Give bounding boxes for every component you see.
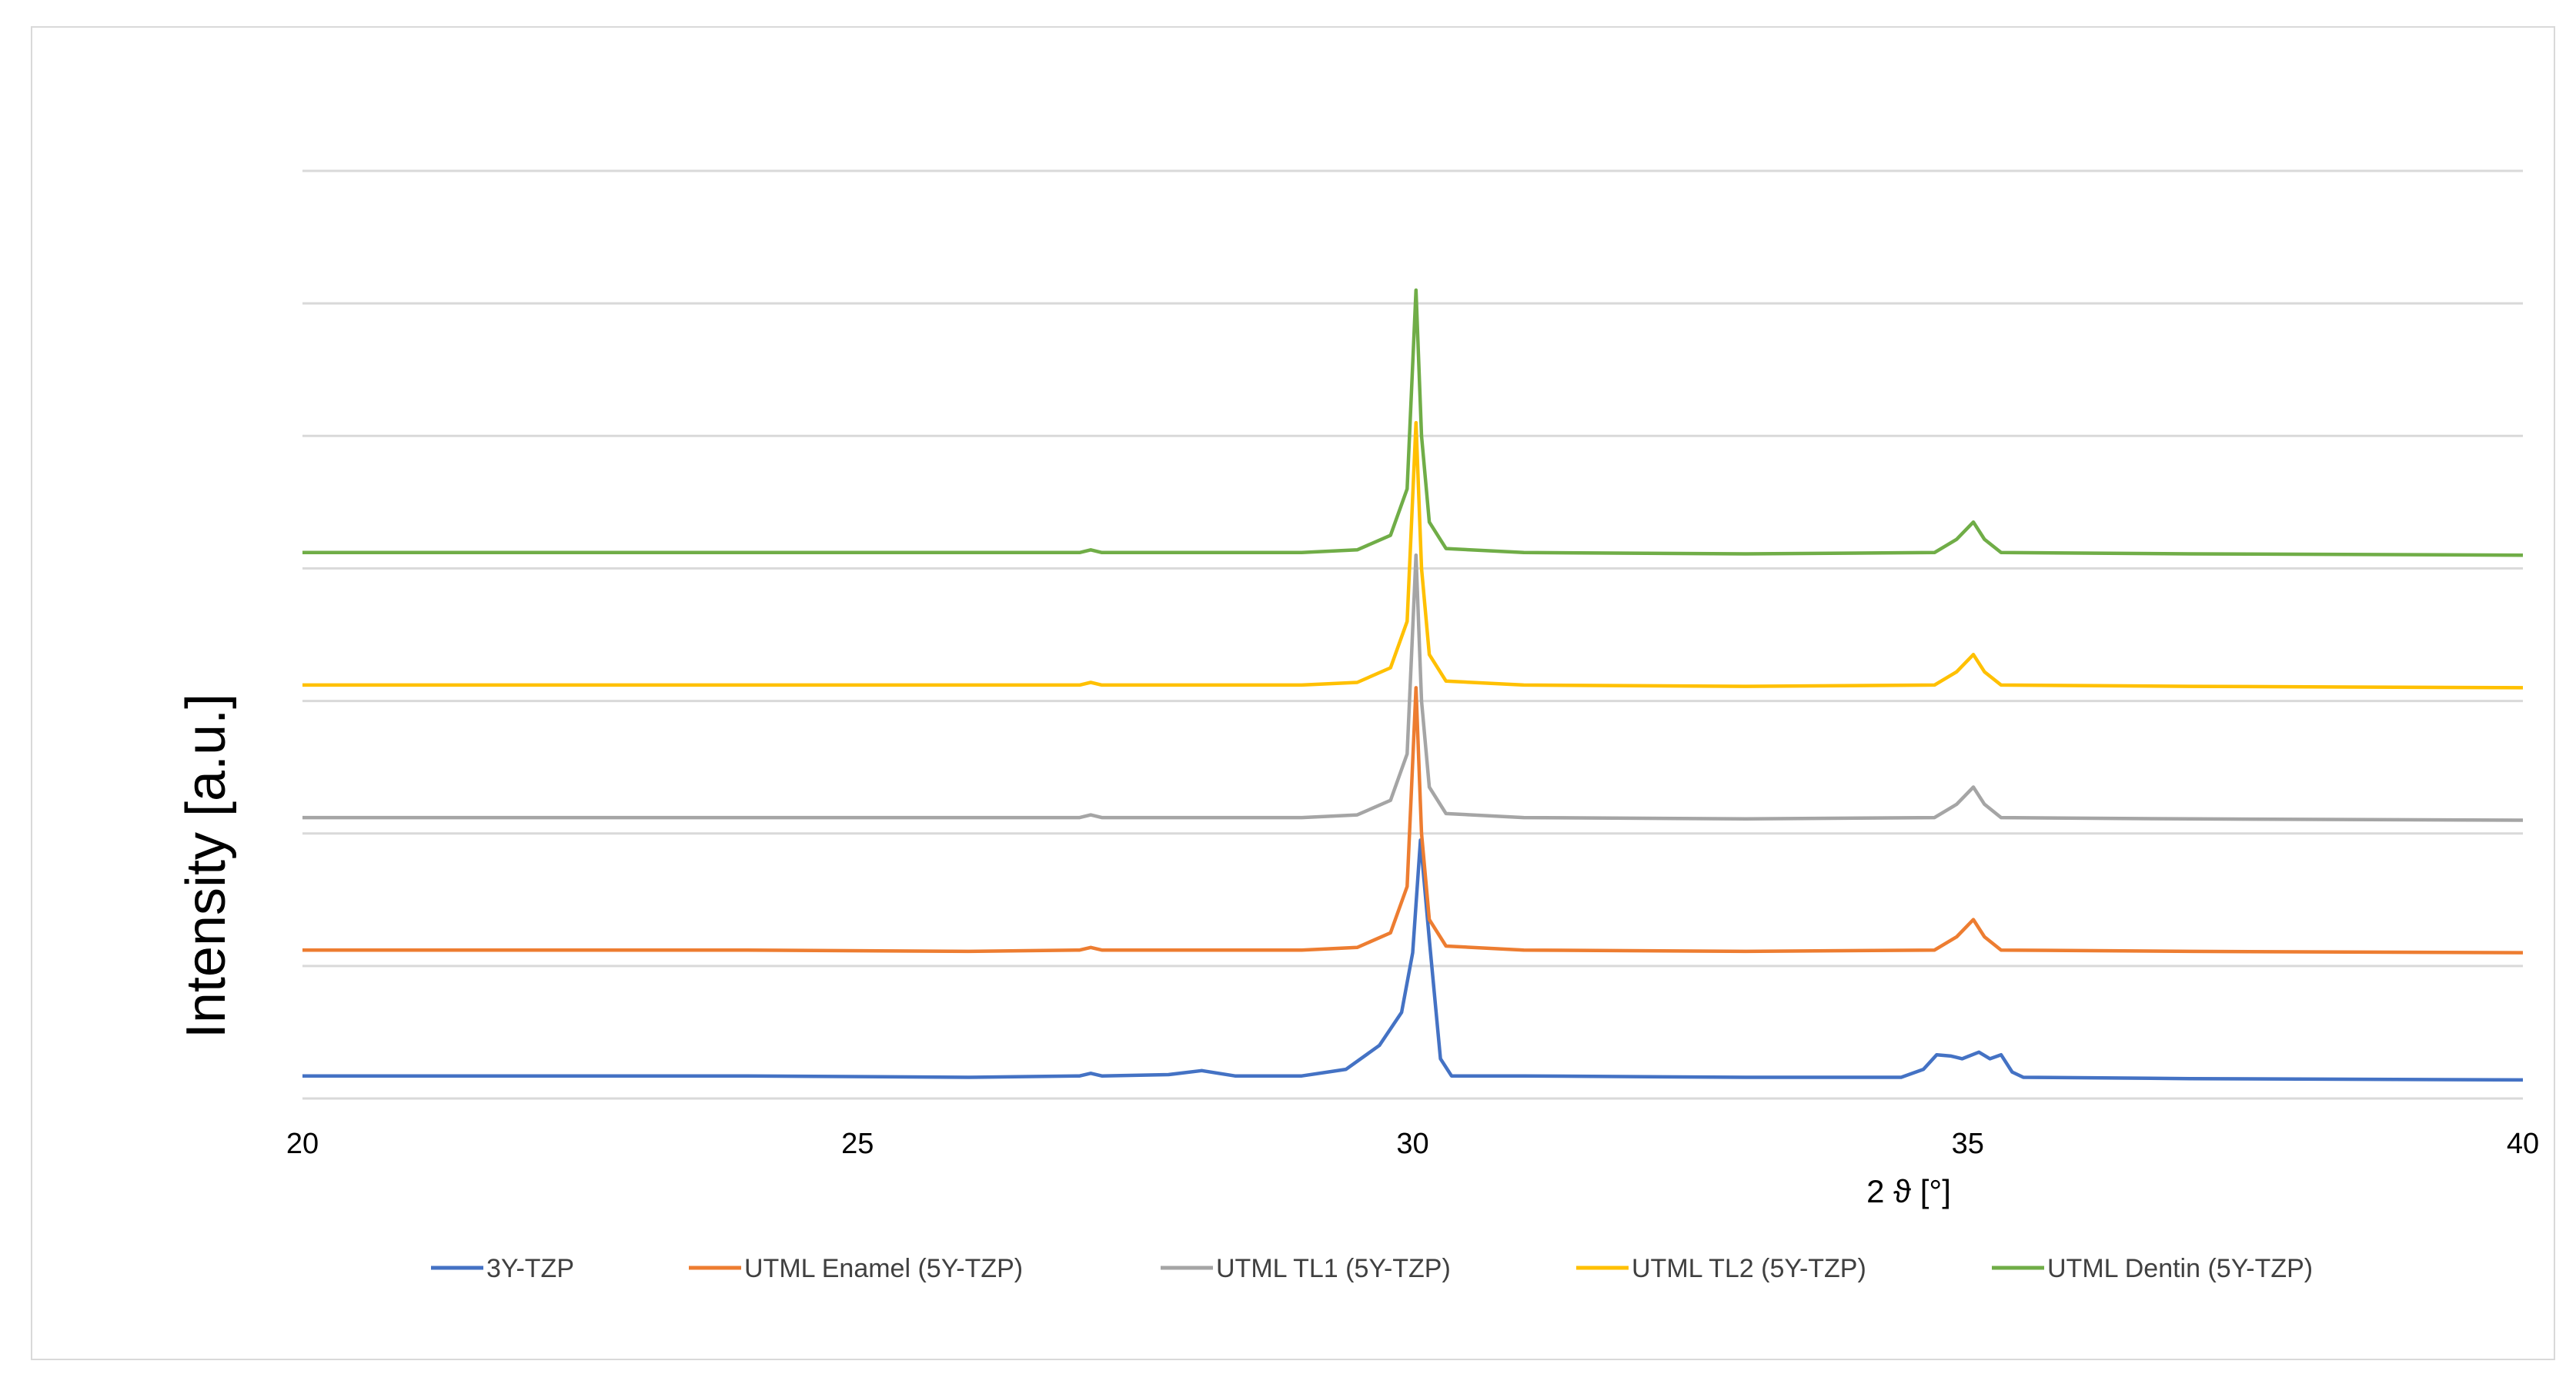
series-line-1 [302, 686, 2524, 955]
legend: 3Y-TZP UTML Enamel (5Y-TZP) UTML TL1 (5Y-T… [431, 1254, 2313, 1283]
chart-frame [31, 26, 2555, 1360]
x-axis-title: 2 ϑ [°] [1866, 1173, 1951, 1209]
legend-label: UTML Dentin (5Y-TZP) [2047, 1254, 2313, 1283]
x-tick-label: 25 [841, 1128, 874, 1160]
series-line-2 [302, 553, 2524, 822]
y-axis-title: Intensity [a.u.] [175, 694, 237, 1038]
legend-label: UTML TL1 (5Y-TZP) [1216, 1254, 1451, 1283]
x-tick-labels: 20 25 30 35 40 [286, 1128, 2539, 1160]
series-line-4 [302, 288, 2524, 557]
series-line-0 [302, 838, 2524, 1082]
x-tick-label: 35 [1952, 1128, 1984, 1160]
legend-label: UTML TL2 (5Y-TZP) [1632, 1254, 1866, 1283]
legend-label: 3Y-TZP [486, 1254, 574, 1283]
series-line-3 [302, 420, 2524, 690]
gridlines [302, 169, 2523, 1100]
x-tick-label: 30 [1396, 1128, 1428, 1160]
legend-label: UTML Enamel (5Y-TZP) [744, 1254, 1023, 1283]
x-tick-label: 40 [2507, 1128, 2539, 1160]
series-lines [302, 288, 2524, 1082]
x-tick-label: 20 [286, 1128, 319, 1160]
